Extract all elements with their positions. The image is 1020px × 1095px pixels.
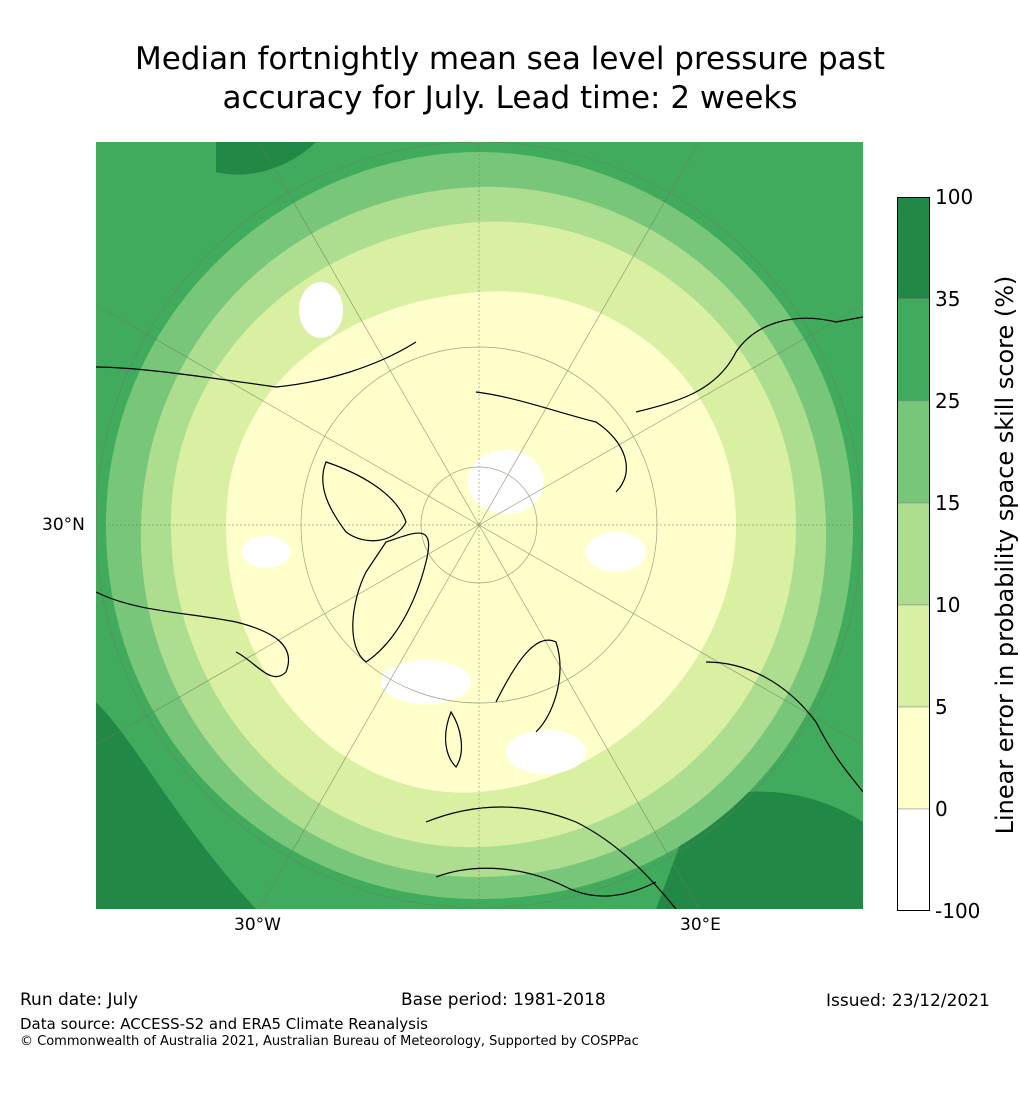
lon-label-30w: 30°W <box>234 915 281 935</box>
skill-patch-white-5 <box>506 730 586 774</box>
coast-greenland <box>352 532 430 663</box>
skill-patch-dark-ne <box>696 142 863 262</box>
colorbar-bin <box>897 502 930 606</box>
skill-patch-white-2 <box>468 450 544 514</box>
run-date: Run date: July <box>20 990 139 1010</box>
colorbar-tick-label: -100 <box>935 899 981 923</box>
colorbar-tick-label: 10 <box>935 593 961 617</box>
colorbar-title: Linear error in probability space skill … <box>991 275 1019 835</box>
colorbar-bin <box>897 298 930 402</box>
colorbar-tick-label: 100 <box>935 185 974 209</box>
skill-patch-white-6 <box>242 536 290 568</box>
copyright: © Commonwealth of Australia 2021, Austra… <box>20 1034 639 1049</box>
skill-patch-dark-sw <box>96 702 256 909</box>
coast-asia-east <box>705 661 863 793</box>
colorbar-tick-label: 25 <box>935 389 961 413</box>
coast-europe <box>425 806 677 909</box>
colorbar-tick-label: 0 <box>935 797 948 821</box>
polar-skill-map <box>96 142 863 909</box>
base-period: Base period: 1981-2018 <box>401 990 606 1010</box>
skill-band-0-5 <box>226 291 736 793</box>
colorbar-bin <box>897 400 930 504</box>
colorbar-tick-label: 5 <box>935 695 948 719</box>
coast-siberia <box>635 316 863 413</box>
coast-north-america <box>96 591 290 678</box>
skill-patch-white-3 <box>586 532 646 572</box>
colorbar-bin <box>897 197 930 300</box>
colorbar-tick-label: 15 <box>935 491 961 515</box>
graticule <box>96 142 863 909</box>
colorbar-bin <box>897 808 930 911</box>
coast-canada-arctic <box>322 461 407 542</box>
skill-patch-white-1 <box>299 282 343 338</box>
lon-label-30e: 30°E <box>680 915 721 935</box>
colorbar-tick-label: 35 <box>935 287 961 311</box>
coast-russia-north <box>475 391 627 493</box>
title-line-1: Median fortnightly mean sea level pressu… <box>134 41 886 77</box>
issued-date: Issued: 23/12/2021 <box>826 991 990 1011</box>
coast-mediterranean <box>435 867 657 897</box>
title-line-2: accuracy for July. Lead time: 2 weeks <box>222 80 798 116</box>
data-source: Data source: ACCESS-S2 and ERA5 Climate … <box>20 1015 428 1033</box>
skill-patch-dark-nw <box>216 142 316 175</box>
coast-scandinavia <box>495 639 561 733</box>
colorbar <box>897 197 930 911</box>
coast-uk <box>444 710 463 768</box>
skill-patch-white-4 <box>381 660 471 704</box>
coastlines <box>96 316 863 909</box>
chart-title: Median fortnightly mean sea level pressu… <box>0 40 1020 118</box>
coast-alaska <box>96 341 417 388</box>
colorbar-bin <box>897 604 930 708</box>
lat-label-30n: 30°N <box>42 515 85 535</box>
colorbar-bin <box>897 706 930 810</box>
